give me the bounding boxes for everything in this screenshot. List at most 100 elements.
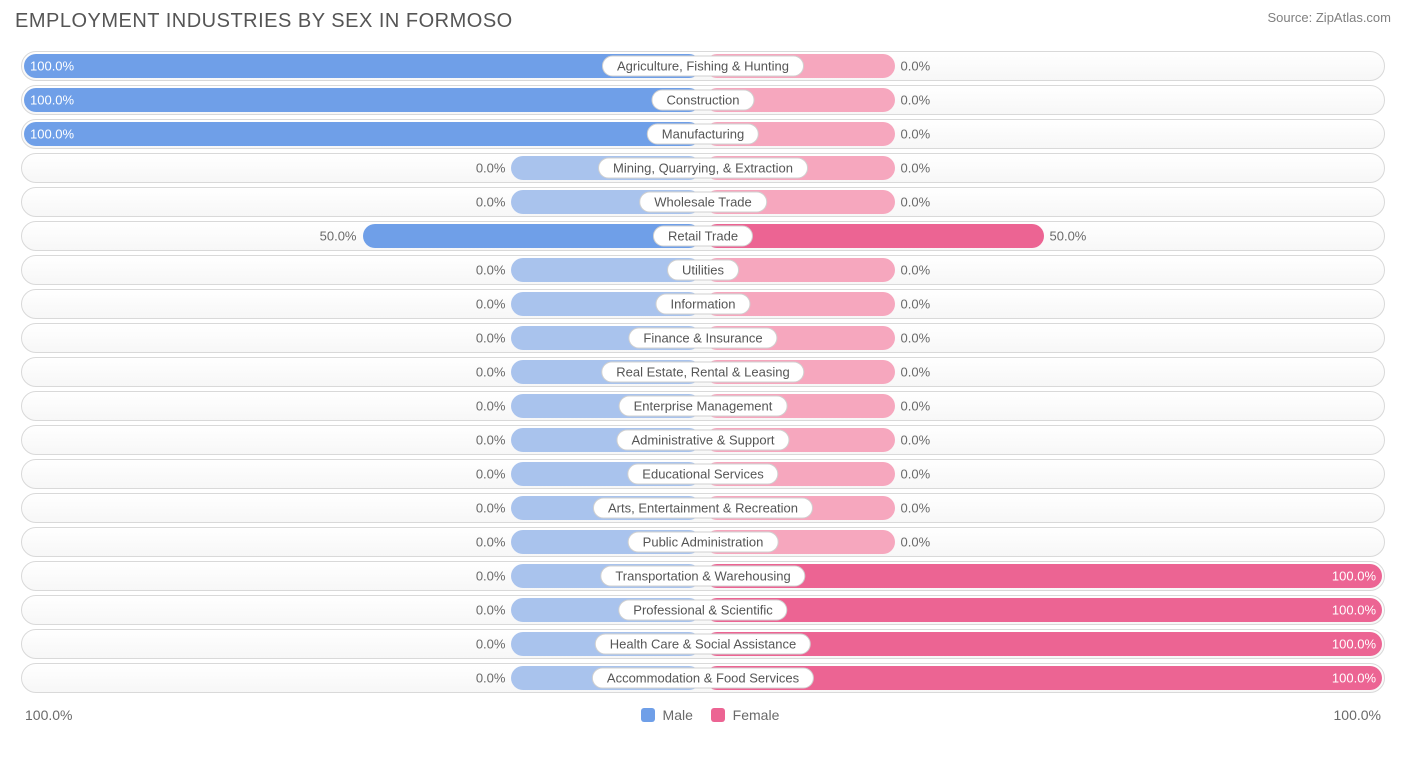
female-half: 0.0% (705, 258, 1382, 282)
category-label: Utilities (667, 260, 739, 281)
male-half: 0.0% (24, 462, 701, 486)
male-bar (363, 224, 702, 248)
female-half: 100.0% (705, 564, 1382, 588)
category-label: Arts, Entertainment & Recreation (593, 498, 813, 519)
female-half: 0.0% (705, 360, 1382, 384)
female-value-label: 0.0% (901, 127, 931, 142)
male-half: 0.0% (24, 598, 701, 622)
legend-label-female: Female (733, 707, 780, 723)
male-value-label: 0.0% (476, 467, 506, 482)
female-value-label: 0.0% (901, 467, 931, 482)
axis-left-label: 100.0% (25, 707, 72, 723)
male-half: 100.0% (24, 88, 701, 112)
male-half: 0.0% (24, 326, 701, 350)
male-half: 100.0% (24, 122, 701, 146)
male-value-label: 0.0% (476, 433, 506, 448)
chart-row: 100.0%0.0%Agriculture, Fishing & Hunting (21, 51, 1385, 81)
category-label: Educational Services (627, 464, 778, 485)
diverging-bar-chart: 100.0%0.0%Agriculture, Fishing & Hunting… (15, 43, 1391, 701)
female-half: 0.0% (705, 54, 1382, 78)
chart-row: 0.0%100.0%Health Care & Social Assistanc… (21, 629, 1385, 659)
female-value-label: 100.0% (1332, 637, 1376, 652)
chart-row: 100.0% 0.0% Manufacturing (21, 119, 1385, 149)
category-label: Construction (652, 90, 755, 111)
male-half: 0.0% (24, 190, 701, 214)
female-bar (705, 598, 1382, 622)
chart-row: 0.0%0.0%Information (21, 289, 1385, 319)
female-value-label: 0.0% (901, 93, 931, 108)
chart-row: 0.0%100.0%Transportation & Warehousing (21, 561, 1385, 591)
category-label: Retail Trade (653, 226, 753, 247)
male-half: 0.0% (24, 360, 701, 384)
male-half: 0.0% (24, 428, 701, 452)
chart-row: 0.0% 100.0% Professional & Scientific (21, 595, 1385, 625)
chart-row: 0.0%0.0%Wholesale Trade (21, 187, 1385, 217)
chart-row: 0.0%0.0%Mining, Quarrying, & Extraction (21, 153, 1385, 183)
chart-row: 0.0%0.0%Administrative & Support (21, 425, 1385, 455)
chart-row: 0.0% 0.0% Utilities (21, 255, 1385, 285)
female-value-label: 100.0% (1332, 569, 1376, 584)
male-value-label: 0.0% (476, 671, 506, 686)
female-value-label: 0.0% (901, 501, 931, 516)
chart-row: 50.0% 50.0% Retail Trade (21, 221, 1385, 251)
chart-row: 0.0%0.0%Public Administration (21, 527, 1385, 557)
legend-swatch-male (641, 708, 655, 722)
female-half: 50.0% (705, 224, 1382, 248)
legend: Male Female (72, 707, 1333, 723)
male-value-label: 0.0% (476, 297, 506, 312)
female-half: 0.0% (705, 394, 1382, 418)
female-value-label: 0.0% (901, 297, 931, 312)
category-label: Manufacturing (647, 124, 759, 145)
female-value-label: 0.0% (901, 535, 931, 550)
axis-right-label: 100.0% (1334, 707, 1381, 723)
male-value-label: 0.0% (476, 195, 506, 210)
category-label: Wholesale Trade (639, 192, 767, 213)
male-bar (24, 54, 701, 78)
legend-swatch-female (711, 708, 725, 722)
chart-row: 0.0%0.0%Arts, Entertainment & Recreation (21, 493, 1385, 523)
chart-row: 0.0%0.0%Real Estate, Rental & Leasing (21, 357, 1385, 387)
chart-row: 0.0%0.0%Enterprise Management (21, 391, 1385, 421)
chart-header: EMPLOYMENT INDUSTRIES BY SEX IN FORMOSO … (15, 10, 1391, 33)
chart-row: 100.0% 0.0% Construction (21, 85, 1385, 115)
female-value-label: 50.0% (1050, 229, 1087, 244)
chart-row: 0.0%0.0%Finance & Insurance (21, 323, 1385, 353)
male-half: 100.0% (24, 54, 701, 78)
male-value-label: 0.0% (476, 535, 506, 550)
male-value-label: 0.0% (476, 263, 506, 278)
female-bar (705, 564, 1382, 588)
male-value-label: 0.0% (476, 637, 506, 652)
female-half: 0.0% (705, 122, 1382, 146)
female-value-label: 100.0% (1332, 671, 1376, 686)
category-label: Professional & Scientific (618, 600, 787, 621)
male-value-label: 50.0% (320, 229, 357, 244)
female-bar (705, 224, 1044, 248)
female-value-label: 0.0% (901, 263, 931, 278)
female-half: 0.0% (705, 88, 1382, 112)
male-half: 50.0% (24, 224, 701, 248)
female-value-label: 0.0% (901, 59, 931, 74)
chart-title: EMPLOYMENT INDUSTRIES BY SEX IN FORMOSO (15, 10, 513, 33)
male-value-label: 100.0% (30, 93, 74, 108)
category-label: Transportation & Warehousing (600, 566, 805, 587)
female-value-label: 100.0% (1332, 603, 1376, 618)
female-value-label: 0.0% (901, 433, 931, 448)
male-value-label: 0.0% (476, 365, 506, 380)
male-half: 0.0% (24, 258, 701, 282)
female-half: 0.0% (705, 292, 1382, 316)
chart-footer: 100.0% Male Female 100.0% (15, 707, 1391, 723)
male-bar (24, 88, 701, 112)
male-value-label: 0.0% (476, 603, 506, 618)
category-label: Accommodation & Food Services (592, 668, 814, 689)
male-half: 0.0% (24, 530, 701, 554)
source-name: ZipAtlas.com (1316, 10, 1391, 25)
male-half: 0.0% (24, 292, 701, 316)
female-half: 0.0% (705, 428, 1382, 452)
legend-label-male: Male (663, 707, 693, 723)
female-half: 0.0% (705, 530, 1382, 554)
category-label: Enterprise Management (619, 396, 788, 417)
chart-source: Source: ZipAtlas.com (1267, 10, 1391, 25)
female-half: 100.0% (705, 598, 1382, 622)
female-half: 0.0% (705, 326, 1382, 350)
male-value-label: 0.0% (476, 161, 506, 176)
